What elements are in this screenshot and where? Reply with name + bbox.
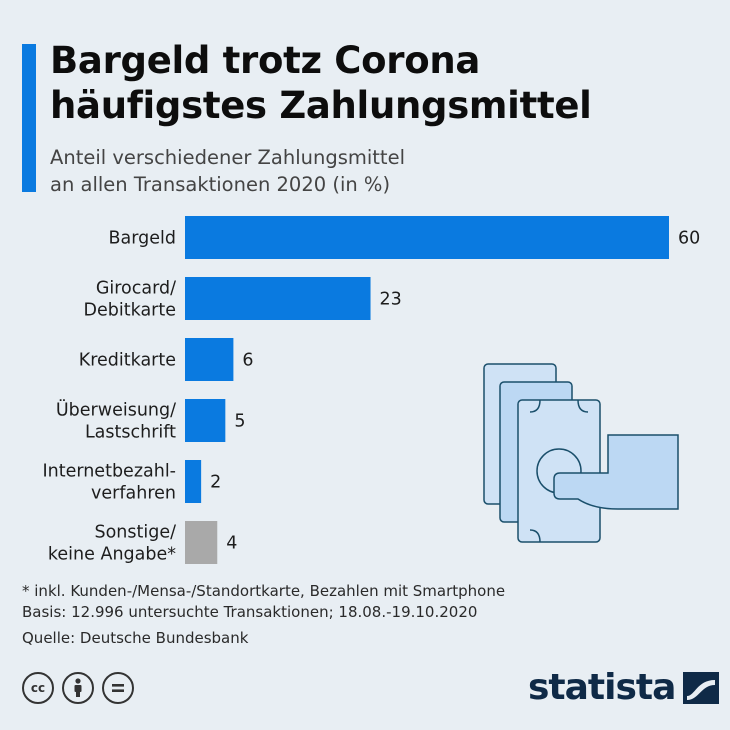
title-accent-bar xyxy=(22,44,36,192)
value-label: 60 xyxy=(678,229,700,249)
brand-name: statista xyxy=(528,667,676,708)
subtitle-line-1: Anteil verschiedener Zahlungsmittel xyxy=(50,146,405,169)
bar-chart: Bargeld 60 Girocard/Debitkarte 23 Kreditkart… xyxy=(42,216,700,565)
value-label: 5 xyxy=(234,412,245,432)
category-label: Internetbezahl-verfahren xyxy=(42,462,176,504)
bar-row: Internetbezahl-verfahren 2 xyxy=(42,460,221,504)
value-label: 6 xyxy=(242,351,253,371)
bar xyxy=(185,521,218,564)
cc-icon[interactable]: cc xyxy=(22,672,54,704)
no-derivatives-icon[interactable] xyxy=(102,672,134,704)
statista-mark-icon xyxy=(683,671,720,704)
banknotes-hand-illustration xyxy=(483,363,679,543)
bar-row: Sonstige/keine Angabe* 4 xyxy=(48,521,237,565)
statista-logo[interactable]: statista xyxy=(528,667,720,708)
bar-row: Kreditkarte 6 xyxy=(79,338,254,381)
title-line-2: häufigstes Zahlungsmittel xyxy=(50,84,592,127)
bar xyxy=(185,460,202,503)
title-line-1: Bargeld trotz Corona xyxy=(50,39,481,82)
footnotes: * inkl. Kunden-/Mensa-/Standortkarte, Be… xyxy=(22,581,505,623)
bar-row: Überweisung/Lastschrift 5 xyxy=(56,399,246,443)
value-label: 4 xyxy=(226,534,237,554)
chart-subtitle: Anteil verschiedener Zahlungsmittel an a… xyxy=(50,144,405,198)
bar-row: Bargeld 60 xyxy=(109,216,700,259)
source-note: Quelle: Deutsche Bundesbank xyxy=(22,629,249,647)
category-label: Bargeld xyxy=(109,229,176,249)
bar xyxy=(185,277,371,320)
bar-row: Girocard/Debitkarte 23 xyxy=(84,277,402,321)
footnote-asterisk: * inkl. Kunden-/Mensa-/Standortkarte, Be… xyxy=(22,582,506,600)
subtitle-line-2: an allen Transaktionen 2020 (in %) xyxy=(50,173,391,196)
bar xyxy=(185,399,226,442)
value-label: 23 xyxy=(380,290,402,310)
category-label: Kreditkarte xyxy=(79,351,176,371)
chart-title: Bargeld trotz Corona häufigstes Zahlungs… xyxy=(50,38,592,128)
attribution-icon[interactable] xyxy=(62,672,94,704)
bar xyxy=(185,338,234,381)
bar xyxy=(185,216,669,259)
value-label: 2 xyxy=(210,473,221,493)
footnote-basis: Basis: 12.996 untersuchte Transaktionen;… xyxy=(22,603,478,621)
category-label: Sonstige/keine Angabe* xyxy=(48,523,176,565)
license-icons: cc xyxy=(22,672,134,704)
category-label: Überweisung/Lastschrift xyxy=(56,399,176,443)
category-label: Girocard/Debitkarte xyxy=(84,279,177,321)
